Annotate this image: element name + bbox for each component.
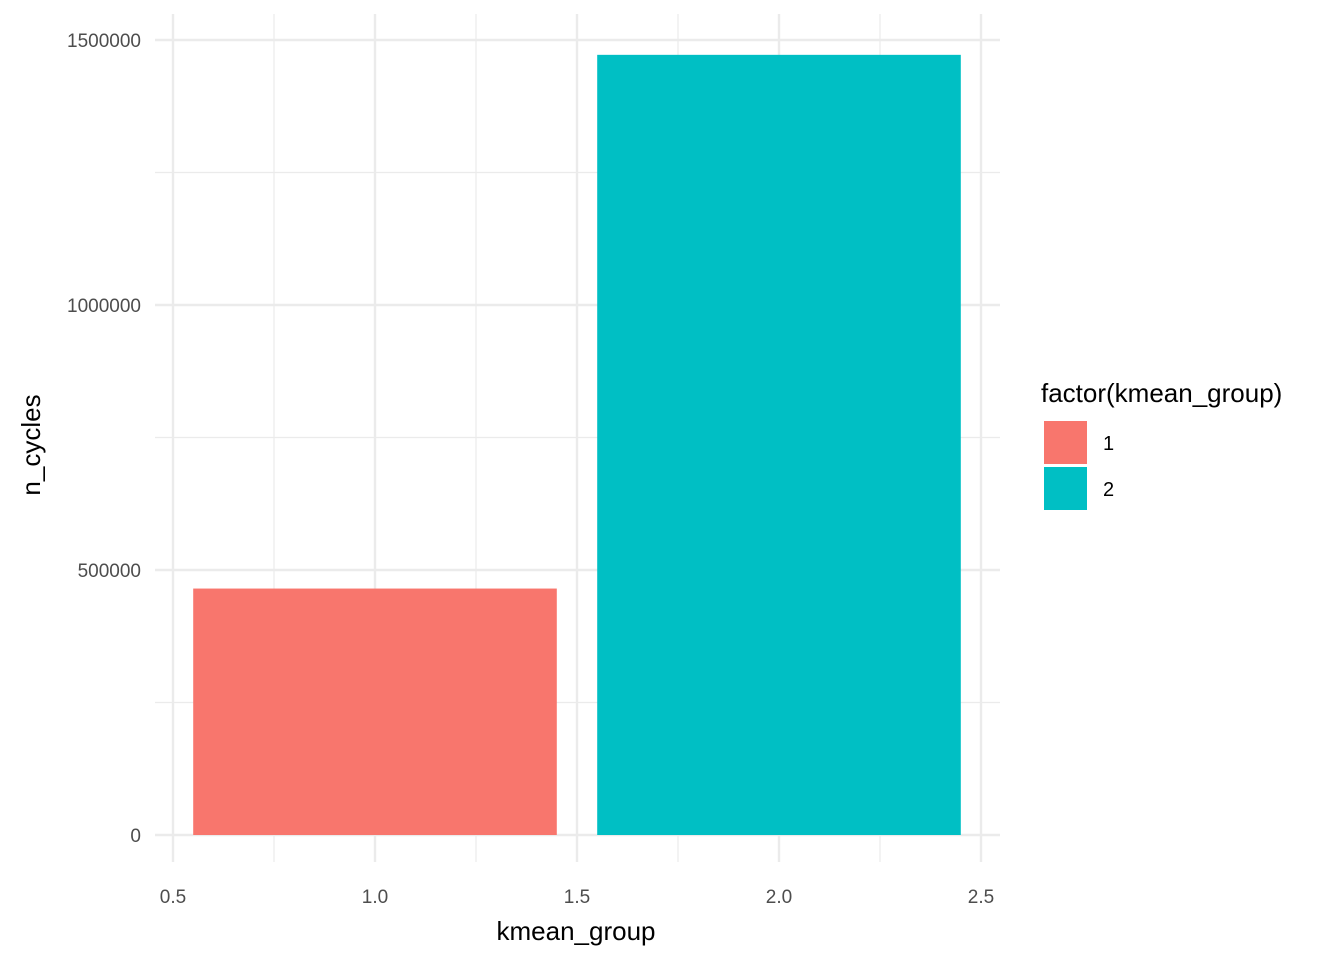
x-axis-title: kmean_group (497, 916, 656, 946)
bar-group-2 (597, 54, 961, 835)
x-tick-label: 2.0 (766, 887, 792, 908)
y-tick-label: 500000 (78, 561, 141, 582)
bars (193, 54, 961, 835)
y-tick-label: 1500000 (67, 31, 141, 52)
y-tick-label: 1000000 (67, 296, 141, 317)
bar-group-1 (193, 588, 557, 835)
legend: factor(kmean_group) 1 2 (1041, 378, 1282, 510)
legend-label-1: 1 (1103, 433, 1114, 455)
legend-title: factor(kmean_group) (1041, 378, 1282, 408)
x-tick-label: 1.0 (362, 887, 388, 908)
x-tick-label: 2.5 (968, 887, 994, 908)
legend-label-2: 2 (1103, 479, 1114, 501)
x-tick-label: 0.5 (160, 887, 186, 908)
x-tick-label: 1.5 (564, 887, 590, 908)
y-axis-ticks: 0 500000 1000000 1500000 (67, 31, 141, 847)
y-tick-label: 0 (130, 826, 141, 847)
x-axis-ticks: 0.5 1.0 1.5 2.0 2.5 (160, 887, 994, 908)
legend-key-2 (1044, 467, 1087, 510)
y-axis-title: n_cycles (16, 394, 46, 495)
legend-key-1 (1044, 421, 1087, 464)
